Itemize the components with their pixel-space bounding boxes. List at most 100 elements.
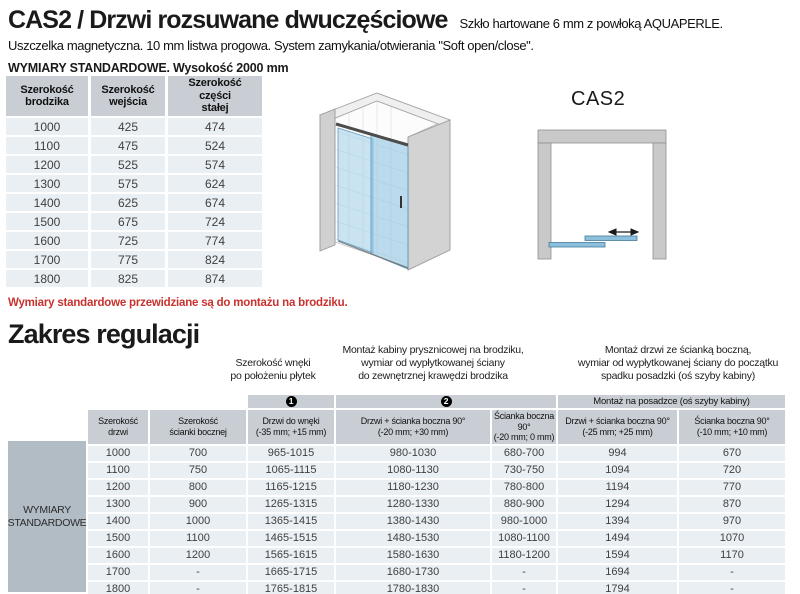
section-title-adjustment-range: Zakres regulacji [8, 319, 200, 349]
table-cell: 625 [91, 194, 165, 211]
plan-left-wall [537, 142, 552, 260]
table-cell: 900 [150, 496, 246, 512]
glass-spec-note: Szkło hartowane 6 mm z powłoką AQUAPERLE… [459, 16, 723, 31]
table-cell: 1465-1515 [248, 530, 334, 546]
table-cell: 1680-1730 [336, 564, 490, 580]
table-cell: 1800 [6, 270, 88, 287]
table-cell: 475 [91, 137, 165, 154]
table-cell: 980-1000 [492, 513, 556, 529]
table-cell: 1094 [558, 462, 677, 478]
table-cell: - [492, 564, 556, 580]
table-cell: 1200 [88, 479, 148, 495]
table-cell: 1294 [558, 496, 677, 512]
col-header-side-wall-tray: Ścianka boczna 90° (-20 mm; 0 mm) [492, 410, 556, 444]
table-cell: 575 [91, 175, 165, 192]
table-cell: 574 [168, 156, 262, 173]
plan-diagram-label: CAS2 [571, 88, 626, 110]
column-description-niche: Szerokość wnęki po położeniu płytek [230, 357, 316, 382]
header-title-row: CAS2 / Drzwi rozsuwane dwuczęściowe Szkł… [8, 6, 796, 35]
table-cell: 1170 [679, 547, 785, 563]
features-line: Uszczelka magnetyczna. 10 mm listwa prog… [8, 38, 534, 53]
table-row: 1200 525 574 [6, 156, 262, 173]
table-row: 1800-1765-1815 1780-1830-1794- [88, 581, 785, 594]
table-row: 1300 900 1265-1315 1280-1330 880-900 1294 870 [88, 496, 785, 512]
table-cell: 1600 [6, 232, 88, 249]
col-header-shower-tray-width: Szerokość brodzika [6, 76, 88, 116]
sliding-glass-panel [370, 134, 409, 270]
plan-fixed-panel [548, 242, 606, 248]
group-badge-1: 1 [285, 396, 297, 407]
fixed-glass-panel [337, 127, 374, 254]
group-header-2: 2 [336, 395, 556, 408]
table-cell: 1280-1330 [336, 496, 490, 512]
right-wall [407, 119, 451, 271]
table-cell: 1100 [88, 462, 148, 478]
top-rail [335, 122, 409, 147]
table-cell: 1765-1815 [248, 581, 334, 594]
table-row: 1700-1665-1715 1680-1730-1694- [88, 564, 785, 580]
table-cell: 1194 [558, 479, 677, 495]
table-cell: 474 [168, 118, 262, 135]
table-cell: 775 [91, 251, 165, 268]
table-cell: 1000 [6, 118, 88, 135]
table-cell: 1500 [6, 213, 88, 230]
col-header-side-wall-floor: Ścianka boczna 90° (-10 mm; +10 mm) [679, 410, 785, 444]
table-row: 1700 775 824 [6, 251, 262, 268]
table-row: 1000 700 965-1015 980-1030 680-700 994 670 [88, 445, 785, 461]
table-cell: 1394 [558, 513, 677, 529]
table-cell: 1380-1430 [336, 513, 490, 529]
table-cell: 1565-1615 [248, 547, 334, 563]
table-row: 1400 625 674 [6, 194, 262, 211]
plan-top-wall [537, 129, 667, 144]
plan-sliding-panel [584, 235, 638, 241]
table-cell: 880-900 [492, 496, 556, 512]
group-header-row: 1 2 Montaż na posadzce (oś szyby kabiny) [88, 395, 785, 408]
table-cell: - [150, 564, 246, 580]
table-cell: 1200 [6, 156, 88, 173]
table-row: 1100 750 1065-1115 1080-1130 730-750 1094 720 [88, 462, 785, 478]
col-header-door-to-niche: Drzwi do wnęki (-35 mm; +15 mm) [248, 410, 334, 444]
table-cell: - [679, 581, 785, 594]
table-cell: 1000 [150, 513, 246, 529]
group-header-blank [88, 395, 246, 408]
table-cell: 994 [558, 445, 677, 461]
table-cell: 1580-1630 [336, 547, 490, 563]
table-cell: 874 [168, 270, 262, 287]
table-cell: 1794 [558, 581, 677, 594]
standard-dimensions-row-label: WYMIARY STANDARDOWE [8, 441, 87, 592]
standard-dimensions-heading: WYMIARY STANDARDOWE. Wysokość 2000 mm [8, 61, 289, 75]
col-header-door-plus-side-wall-floor: Drzwi + ścianka boczna 90° (-25 mm; +25 … [558, 410, 677, 444]
table-cell: 524 [168, 137, 262, 154]
table-cell: 1180-1200 [492, 547, 556, 563]
table-cell: 780-800 [492, 479, 556, 495]
standard-sizes-note: Wymiary standardowe przewidziane są do m… [8, 297, 348, 309]
col-header-door-plus-side-wall-tray: Drzwi + ścianka boczna 90° (-20 mm; +30 … [336, 410, 490, 444]
table-row: 1800 825 874 [6, 270, 262, 287]
table-cell: 1400 [88, 513, 148, 529]
table-cell: 1600 [88, 547, 148, 563]
table-cell: 1100 [150, 530, 246, 546]
table-row: 1600 1200 1565-1615 1580-1630 1180-1200 1594 1… [88, 547, 785, 563]
table-cell: 1780-1830 [336, 581, 490, 594]
page-header: CAS2 / Drzwi rozsuwane dwuczęściowe Szkł… [8, 6, 796, 75]
table-cell: 1200 [150, 547, 246, 563]
table-cell: 1480-1530 [336, 530, 490, 546]
table-cell: 425 [91, 118, 165, 135]
table-row: 1100 475 524 [6, 137, 262, 154]
table-cell: 1665-1715 [248, 564, 334, 580]
table-cell: 1365-1415 [248, 513, 334, 529]
group-header-floor-mount: Montaż na posadzce (oś szyby kabiny) [558, 395, 785, 408]
table-cell: 1400 [6, 194, 88, 211]
table-cell: 1080-1100 [492, 530, 556, 546]
table-cell: 1265-1315 [248, 496, 334, 512]
table-cell: 1300 [6, 175, 88, 192]
table-row: 1300 575 624 [6, 175, 262, 192]
table-row: 1200 800 1165-1215 1180-1230 780-800 1194 770 [88, 479, 785, 495]
table-cell: 1594 [558, 547, 677, 563]
table-cell: 825 [91, 270, 165, 287]
table-cell: - [150, 581, 246, 594]
col-header-fixed-part-width: Szerokość części stałej [168, 76, 262, 116]
slide-direction-arrow-icon [607, 228, 640, 236]
table-cell: 1300 [88, 496, 148, 512]
table-cell: 1800 [88, 581, 148, 594]
